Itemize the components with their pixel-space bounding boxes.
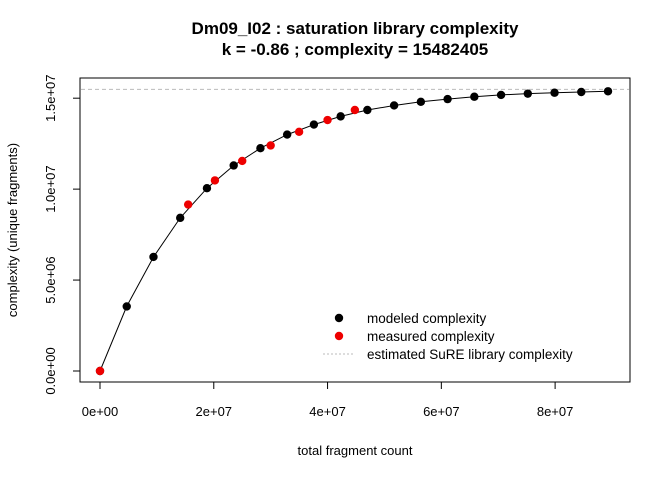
modeled-line-layer: [99, 90, 609, 372]
x-tick-label: 4e+07: [309, 404, 346, 419]
measured-complexity-point: [266, 141, 275, 150]
chart-subtitle: k = -0.86 ; complexity = 15482405: [222, 40, 489, 59]
y-tick-label: 5.0e+06: [43, 256, 58, 303]
x-axis-label: total fragment count: [298, 443, 413, 458]
x-tick-label: 2e+07: [196, 404, 233, 419]
y-tick-label: 1.0e+07: [43, 165, 58, 212]
x-tick-label: 0e+00: [82, 404, 119, 419]
modeled-complexity-point: [496, 90, 506, 100]
modeled-complexity-point: [577, 87, 586, 97]
modeled-complexity-point: [229, 161, 238, 170]
measured-complexity-point: [95, 366, 105, 376]
legend-label: estimated SuRE library complexity: [367, 347, 573, 362]
legend-label: modeled complexity: [367, 311, 487, 326]
series-line: [99, 90, 609, 372]
modeled-complexity-point: [336, 112, 345, 121]
x-tick-label: 6e+07: [423, 404, 460, 419]
modeled-complexity-point: [309, 120, 319, 129]
legend-label: measured complexity: [367, 329, 495, 344]
points-layer: [95, 87, 613, 376]
modeled-complexity-point: [603, 87, 613, 96]
modeled-complexity-point: [523, 89, 533, 98]
chart-title: Dm09_I02 : saturation library complexity: [192, 19, 519, 38]
modeled-complexity-point: [416, 97, 426, 107]
modeled-complexity-point: [470, 92, 479, 101]
measured-complexity-point: [294, 127, 304, 137]
modeled-complexity-point: [550, 88, 559, 97]
legend-marker: [334, 313, 344, 323]
modeled-complexity-point: [363, 105, 372, 115]
modeled-complexity-point: [202, 184, 212, 193]
x-axis: 0e+00 2e+07 4e+07 6e+07 8e+07: [82, 381, 574, 419]
x-tick-label: 8e+07: [537, 404, 574, 419]
modeled-complexity-point: [443, 94, 452, 104]
modeled-complexity-point: [176, 213, 185, 223]
modeled-complexity-point: [149, 252, 158, 262]
measured-complexity-point: [323, 115, 332, 125]
measured-complexity-point: [183, 200, 193, 209]
measured-complexity-point: [238, 156, 247, 166]
y-tick-label: 0.0e+00: [43, 347, 58, 394]
measured-complexity-point: [210, 176, 220, 185]
modeled-complexity-point: [389, 101, 399, 110]
legend: modeled complexity measured complexity est…: [323, 311, 573, 362]
legend-marker: [334, 331, 344, 341]
measured-complexity-point: [350, 105, 360, 115]
y-tick-label: 1.5e+07: [43, 75, 58, 122]
plot-frame: [79, 77, 631, 383]
y-axis-label: complexity (unique fragments): [5, 143, 20, 317]
modeled-complexity-point: [256, 144, 265, 153]
modeled-complexity-point: [282, 130, 292, 139]
y-axis: 0.0e+00 5.0e+06 1.0e+07 1.5e+07: [43, 75, 81, 395]
modeled-complexity-point: [122, 302, 131, 311]
